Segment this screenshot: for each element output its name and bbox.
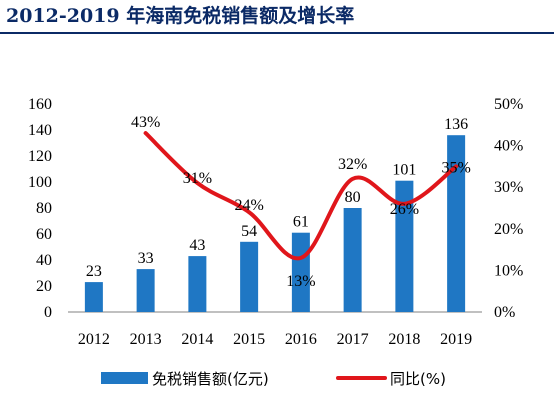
- right-tick-label: 40%: [494, 138, 523, 155]
- bar-value-label: 101: [392, 162, 416, 179]
- left-tick-label: 160: [28, 96, 52, 113]
- left-tick-label: 100: [28, 174, 52, 191]
- x-tick-label: 2015: [233, 331, 265, 348]
- bar-value-label: 23: [86, 263, 102, 280]
- x-tick-label: 2017: [337, 331, 369, 348]
- bar: [447, 135, 466, 312]
- legend-bar-label: 免税销售额(亿元): [152, 370, 269, 388]
- bar: [343, 208, 362, 312]
- line-value-label: 32%: [338, 156, 367, 173]
- line-value-label: 43%: [131, 114, 160, 131]
- line-value-label: 24%: [234, 197, 263, 214]
- left-tick-label: 140: [28, 122, 52, 139]
- left-tick-label: 120: [28, 148, 52, 165]
- legend: 免税销售额(亿元) 同比(%): [101, 370, 446, 388]
- bar: [395, 180, 414, 312]
- bar-value-label: 136: [444, 116, 468, 133]
- legend-bar-swatch: [101, 372, 148, 384]
- right-tick-label: 0%: [494, 304, 515, 321]
- right-tick-label: 20%: [494, 221, 523, 238]
- x-tick-label: 2012: [78, 331, 110, 348]
- title-divider: [0, 32, 554, 34]
- x-axis-labels: 2012 2013 2014 2015 2016 2017 2018 2019: [78, 331, 472, 348]
- left-tick-label: 20: [36, 278, 52, 295]
- bar-value-label: 54: [241, 223, 257, 240]
- bar-value-label: 43: [189, 237, 205, 254]
- line-value-label: 13%: [286, 273, 315, 290]
- x-tick-label: 2019: [440, 331, 472, 348]
- chart-title: 2012-2019 年海南免税销售额及增长率: [6, 5, 355, 27]
- right-tick-label: 30%: [494, 179, 523, 196]
- bar-value-label: 61: [293, 214, 309, 231]
- bar: [240, 241, 259, 312]
- bar: [84, 282, 103, 312]
- bar: [188, 256, 207, 312]
- bar-value-labels: 23 33 43 54 61 80 101 136: [86, 116, 468, 280]
- x-tick-label: 2016: [285, 331, 317, 348]
- bar: [136, 269, 155, 312]
- left-axis-ticks: 0 20 40 60 80 100 120 140 160: [28, 96, 52, 321]
- line-value-label: 31%: [183, 170, 212, 187]
- x-tick-label: 2018: [388, 331, 420, 348]
- growth-line: [143, 131, 459, 261]
- line-value-labels: 43% 31% 24% 13% 32% 26% 35%: [131, 114, 471, 290]
- right-tick-label: 50%: [494, 96, 523, 113]
- x-tick-label: 2014: [181, 331, 213, 348]
- line-value-label: 35%: [441, 159, 470, 176]
- left-tick-label: 80: [36, 200, 52, 217]
- right-axis-ticks: 0% 10% 20% 30% 40% 50%: [494, 96, 523, 321]
- right-tick-label: 10%: [494, 262, 523, 279]
- left-tick-label: 60: [36, 226, 52, 243]
- bar-value-label: 80: [345, 189, 361, 206]
- x-tick-label: 2013: [130, 331, 162, 348]
- bar-value-label: 33: [138, 250, 154, 267]
- left-tick-label: 40: [36, 252, 52, 269]
- left-tick-label: 0: [44, 304, 52, 321]
- legend-line-label: 同比(%): [390, 370, 446, 388]
- line-value-label: 26%: [390, 201, 419, 218]
- bar-series: [84, 135, 466, 312]
